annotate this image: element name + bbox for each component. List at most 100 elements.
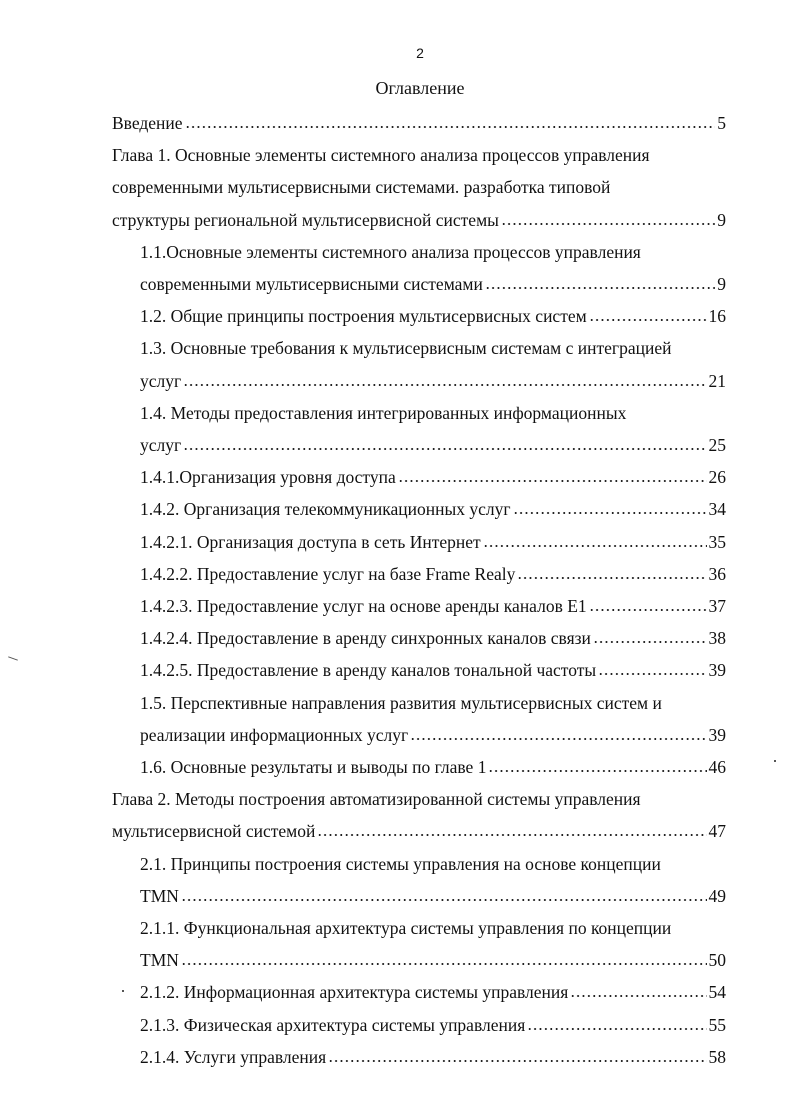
toc-entry-line: 2.1.4. Услуги управления 58 xyxy=(140,1044,726,1070)
toc-entry-line: 1.4.2.5. Предоставление в аренду каналов… xyxy=(140,657,726,683)
toc-entry-line: реализации информационных услуг 39 xyxy=(140,722,726,748)
toc-entry-text: услуг xyxy=(140,435,182,455)
dot-leader xyxy=(180,962,707,967)
toc-page-number: 39 xyxy=(708,724,727,745)
dot-leader xyxy=(183,447,707,451)
toc-page-number: 36 xyxy=(708,563,727,584)
toc-entry-line: 1.2. Общие принципы построения мультисер… xyxy=(140,303,726,329)
toc-page-number: 34 xyxy=(708,499,727,520)
dot-leader xyxy=(397,479,707,484)
toc-entry-text: 1.1.Основные элементы системного анализа… xyxy=(140,241,641,262)
toc-page-number: 55 xyxy=(708,1014,727,1035)
toc-entry-text: мультисервисной системой xyxy=(112,821,316,842)
scan-artifact xyxy=(8,656,18,661)
dot-leader xyxy=(588,318,707,323)
toc-entry-line: 1.5. Перспективные направления развития … xyxy=(140,690,662,716)
dot-leader xyxy=(328,1058,707,1063)
toc-page-number: 9 xyxy=(717,209,726,230)
toc-entry-line: 1.4.2.4. Предоставление в аренду синхрон… xyxy=(140,625,726,651)
dot-leader xyxy=(588,608,707,612)
toc-entry-text: 1.3. Основные требования к мультисервисн… xyxy=(140,338,672,359)
toc-page-number: 39 xyxy=(708,660,727,681)
dot-leader xyxy=(183,382,707,387)
toc-page-number: 9 xyxy=(717,274,726,294)
toc-page-number: 58 xyxy=(708,1046,727,1067)
toc-entry-text: 2.1.4. Услуги управления xyxy=(140,1046,327,1067)
toc-entry-text: Глава 2. Методы построения автоматизиров… xyxy=(112,789,641,810)
toc-entry-line: 1.4.2. Организация телекоммуникационных … xyxy=(140,496,726,522)
toc-entry-line: TMN 50 xyxy=(140,947,726,973)
toc-entry-line: 2.1.1. Функциональная архитектура систем… xyxy=(140,915,671,941)
toc-entry-text: 1.4.2.1. Организация доступа в сеть Инте… xyxy=(140,531,481,552)
scan-artifact xyxy=(774,760,776,762)
toc-entry-text: Глава 1. Основные элементы системного ан… xyxy=(112,145,650,166)
toc-page-number: 50 xyxy=(708,950,727,971)
toc-page-number: 46 xyxy=(708,757,727,777)
toc-entry-line: 1.4.2.2. Предоставление услуг на базе Fr… xyxy=(140,561,726,587)
toc-entry-line: 1.4. Методы предоставления интегрированн… xyxy=(140,400,626,426)
toc-entry-text: 2.1.2. Информационная архитектура систем… xyxy=(140,982,569,1003)
toc-entry-line: 1.6. Основные результаты и выводы по гла… xyxy=(140,754,726,780)
toc-entry-text: услуг xyxy=(140,370,182,391)
toc-page-number: 54 xyxy=(708,982,727,1003)
toc-entry-line: Глава 1. Основные элементы системного ан… xyxy=(112,142,650,168)
toc-entry-text: 2.1. Принципы построения системы управле… xyxy=(140,853,661,874)
dot-leader xyxy=(482,543,707,548)
dot-leader xyxy=(317,833,707,838)
toc-entry-line: современными мультисервисными системами 9 xyxy=(140,271,726,297)
toc-entry-text: 1.5. Перспективные направления развития … xyxy=(140,692,662,713)
dot-leader xyxy=(570,994,707,999)
toc-page-number: 35 xyxy=(708,531,727,552)
toc-page-number: 26 xyxy=(708,467,727,488)
dot-leader xyxy=(484,286,716,290)
dot-leader xyxy=(517,575,707,580)
toc-entry-line: TMN 49 xyxy=(140,883,726,909)
dot-leader xyxy=(180,897,707,902)
toc-entry-text: 1.6. Основные результаты и выводы по гла… xyxy=(140,757,487,777)
toc-entry-line: услуг 25 xyxy=(140,432,726,458)
toc-entry-text: 1.4.2. Организация телекоммуникационных … xyxy=(140,499,511,520)
toc-entry-text: 1.2. Общие принципы построения мультисер… xyxy=(140,306,587,327)
toc-page-number: 38 xyxy=(708,628,727,649)
dot-leader xyxy=(592,640,707,645)
scan-artifact xyxy=(122,990,124,992)
toc-entry-text: 1.4.2.3. Предоставление услуг на основе … xyxy=(140,596,587,616)
dot-leader xyxy=(488,769,707,773)
toc-entry-line: 2.1.3. Физическая архитектура системы уп… xyxy=(140,1012,726,1038)
toc-entry-line: 2.1. Принципы построения системы управле… xyxy=(140,851,661,877)
toc-entry-text: Введение xyxy=(112,113,183,133)
toc-entry-text: современными мультисервисными системами xyxy=(140,274,483,294)
toc-entry-text: TMN xyxy=(140,950,179,971)
toc-page-number: 21 xyxy=(708,370,727,391)
toc-entry-line: Введение 5 xyxy=(112,110,726,136)
toc-entry-text: реализации информационных услуг xyxy=(140,724,409,745)
toc-page-number: 16 xyxy=(708,306,727,327)
toc-entry-line: 1.1.Основные элементы системного анализа… xyxy=(140,239,641,265)
toc-page-number: 49 xyxy=(708,885,727,906)
dot-leader xyxy=(184,125,716,129)
toc-entry-line: 1.3. Основные требования к мультисервисн… xyxy=(140,335,671,361)
toc-entry-text: 1.4.1.Организация уровня доступа xyxy=(140,467,396,488)
toc-entry-line: Глава 2. Методы построения автоматизиров… xyxy=(112,786,641,812)
toc-entry-text: 1.4.2.4. Предоставление в аренду синхрон… xyxy=(140,628,591,649)
dot-leader xyxy=(500,221,716,226)
dot-leader xyxy=(512,511,707,516)
toc-entry-line: 1.4.1.Организация уровня доступа 26 xyxy=(140,464,726,490)
toc-entry-text: 1.4.2.2. Предоставление услуг на базе Fr… xyxy=(140,563,516,584)
toc-entry-line: структуры региональной мультисервисной с… xyxy=(112,207,726,233)
toc-entry-text: 2.1.1. Функциональная архитектура систем… xyxy=(140,918,672,938)
page-number: 2 xyxy=(416,45,424,61)
toc-entry-text: современными мультисервисными системами.… xyxy=(112,177,611,198)
toc-entry-line: 1.4.2.3. Предоставление услуг на основе … xyxy=(140,593,726,619)
toc-page-number: 37 xyxy=(708,596,727,616)
toc-entry-line: современными мультисервисными системами.… xyxy=(112,174,610,200)
toc-entry-line: мультисервисной системой 47 xyxy=(112,818,726,844)
dot-leader xyxy=(410,736,707,741)
toc-entry-text: 2.1.3. Физическая архитектура системы уп… xyxy=(140,1014,526,1035)
toc-page-number: 47 xyxy=(708,821,727,842)
toc-entry-line: 2.1.2. Информационная архитектура систем… xyxy=(140,979,726,1005)
dot-leader xyxy=(598,672,707,677)
toc-entry-line: 1.4.2.1. Организация доступа в сеть Инте… xyxy=(140,529,726,555)
toc-title: Оглавление xyxy=(375,78,465,98)
toc-entry-text: 1.4.2.5. Предоставление в аренду каналов… xyxy=(140,660,597,681)
